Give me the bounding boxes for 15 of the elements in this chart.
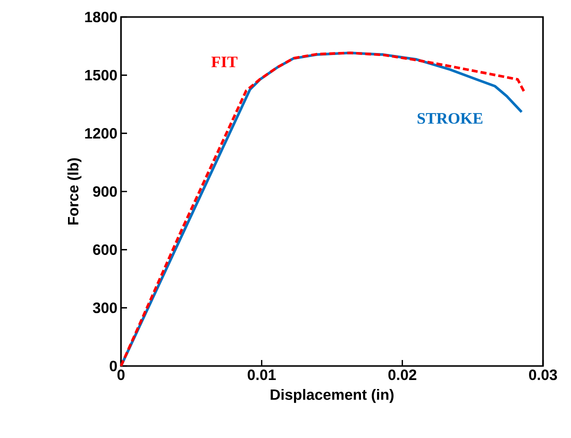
series-label: FIT: [211, 56, 238, 68]
x-tick-label: 0: [117, 370, 125, 380]
y-tick-label: 900: [93, 186, 117, 197]
y-tick-label: 1500: [85, 70, 117, 80]
x-axis-title: Displacement (in): [270, 388, 394, 403]
x-tick-label: 0.03: [529, 370, 557, 380]
x-tick-label: 0.01: [248, 370, 276, 380]
y-tick-label: 300: [92, 302, 117, 314]
y-axis-title: Force (lb): [67, 158, 82, 225]
y-tick-label: 0: [110, 360, 117, 372]
y-tick-label: 1800: [85, 12, 117, 22]
y-tick-label: 1200: [85, 128, 117, 139]
y-tick-label: 600: [93, 244, 117, 255]
series-label: STROKE: [418, 113, 482, 124]
x-tick-label: 0.02: [388, 370, 416, 380]
